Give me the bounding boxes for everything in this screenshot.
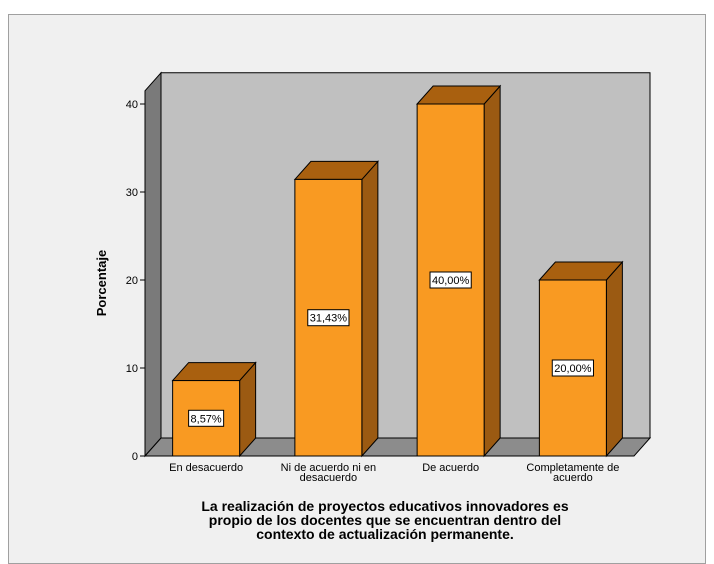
category-label: De acuerdo: [422, 462, 479, 474]
bar-side: [605, 260, 623, 458]
chart-frame: 0 10 20 30 40 8,57% 31,43% 40,00% 20,00% En des…: [8, 14, 706, 564]
bar: 20,00%: [538, 260, 624, 458]
category-label: Completamente de acuerdo: [526, 462, 619, 484]
category-labels: En desacuerdo Ni de acuerdo ni en desacuer…: [169, 462, 619, 484]
bar-chart: 0 10 20 30 40 8,57% 31,43% 40,00% 20,00% En des…: [94, 71, 652, 542]
data-label-box: [307, 309, 350, 327]
left-wall: [144, 71, 162, 458]
x-axis-title-line: La realización de proyectos educativos i…: [201, 498, 568, 514]
y-tick-label: 40: [126, 99, 138, 111]
x-axis-title-line: propio de los docentes que se encuentran…: [209, 512, 561, 528]
category-label-line: De acuerdo: [422, 462, 479, 474]
y-tick-label: 30: [126, 187, 138, 199]
bar: 31,43%: [293, 160, 379, 458]
y-axis: 0 10 20 30 40: [126, 90, 146, 463]
x-axis-label: La realización de proyectos educativos i…: [201, 498, 568, 542]
data-label: 20,00%: [554, 363, 592, 375]
y-tick-label: 10: [126, 363, 138, 375]
bars: 8,57% 31,43% 40,00% 20,00%: [171, 84, 624, 458]
data-label: 40,00%: [432, 275, 470, 287]
category-label-line: En desacuerdo: [169, 462, 243, 474]
y-tick-label: 0: [132, 451, 138, 463]
data-label-box: [429, 271, 472, 289]
y-tick-label: 20: [126, 275, 138, 287]
data-label-box: [188, 409, 225, 427]
category-label-line: acuerdo: [553, 472, 593, 484]
category-label-line: Completamente de: [526, 462, 619, 474]
data-label: 31,43%: [310, 313, 348, 325]
bar: 8,57%: [171, 361, 257, 458]
category-label: En desacuerdo: [169, 462, 243, 474]
data-label-box: [551, 359, 594, 377]
category-label: Ni de acuerdo ni en desacuerdo: [281, 462, 376, 484]
bar-side: [361, 160, 379, 458]
bar-side: [483, 84, 501, 458]
data-label: 8,57%: [191, 413, 222, 425]
y-axis-label: Porcentaje: [94, 250, 109, 316]
x-axis-title-line: contexto de actualización permanente.: [256, 526, 514, 542]
category-label-line: Ni de acuerdo ni en: [281, 462, 376, 474]
x-axis-title: La realización de proyectos educativos i…: [201, 498, 568, 542]
bar: 40,00%: [416, 84, 502, 458]
category-label-line: desacuerdo: [300, 472, 358, 484]
